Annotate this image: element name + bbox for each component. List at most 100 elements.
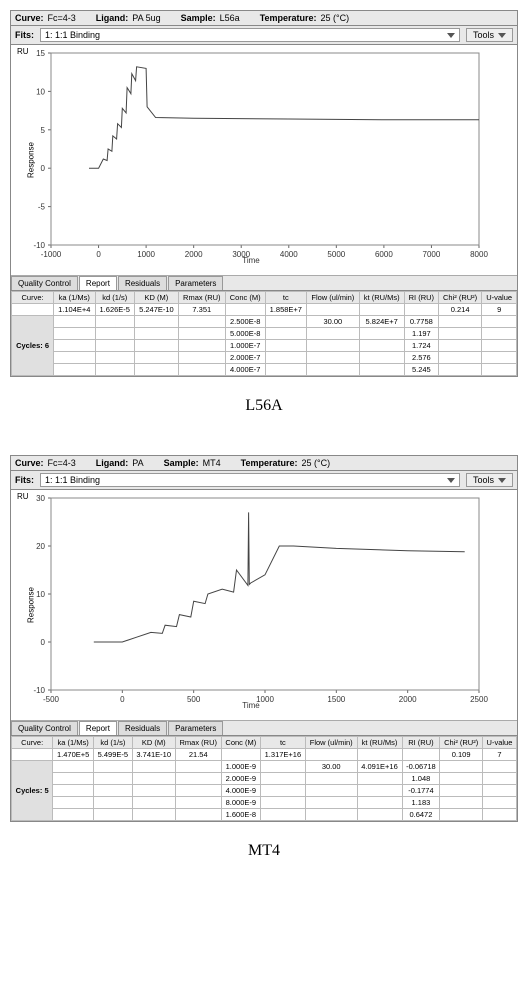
tab-parameters[interactable]: Parameters — [168, 276, 223, 290]
table-cell — [178, 328, 225, 340]
col-header: kt (RU/Ms) — [357, 737, 402, 749]
cycles-cell: Cycles: 5 — [12, 761, 53, 821]
svg-text:Time: Time — [242, 256, 260, 265]
svg-text:5: 5 — [41, 126, 46, 135]
ligand-value: PA — [132, 458, 143, 468]
table-cell — [54, 340, 95, 352]
col-header: U-value — [482, 737, 516, 749]
table-row: Cycles: 51.000E-930.004.091E+16-0.06718 — [12, 761, 517, 773]
table-cell: -0.06718 — [402, 761, 440, 773]
table-cell — [359, 364, 404, 376]
svg-text:2000: 2000 — [399, 695, 417, 704]
col-header: kt (RU/Ms) — [359, 292, 404, 304]
table-cell — [260, 785, 305, 797]
tools-button[interactable]: Tools — [466, 28, 513, 42]
report-table: Curve:ka (1/Ms)kd (1/s)KD (M)Rmax (RU)Co… — [11, 736, 517, 821]
svg-text:1000: 1000 — [137, 250, 155, 259]
svg-text:-10: -10 — [33, 686, 45, 695]
table-cell: 1.104E+4 — [54, 304, 95, 316]
tab-parameters[interactable]: Parameters — [168, 721, 223, 735]
col-header: RI (RU) — [402, 737, 440, 749]
temp-label: Temperature: — [260, 13, 317, 23]
table-cell — [482, 809, 516, 821]
table-cell — [178, 340, 225, 352]
table-row: 2.000E-72.576 — [12, 352, 517, 364]
table-cell — [482, 340, 517, 352]
svg-text:500: 500 — [187, 695, 201, 704]
table-cell — [93, 809, 132, 821]
ru-label: RU — [17, 492, 29, 501]
svg-text:-5: -5 — [38, 203, 46, 212]
table-cell — [132, 797, 175, 809]
tab-residuals[interactable]: Residuals — [118, 721, 167, 735]
temp-value: 25 (°C) — [321, 13, 350, 23]
chevron-down-icon — [447, 33, 455, 38]
tab-quality-control[interactable]: Quality Control — [11, 721, 78, 735]
table-cell — [305, 797, 357, 809]
svg-text:4000: 4000 — [280, 250, 298, 259]
table-cell: 30.00 — [307, 316, 360, 328]
table-cell — [53, 785, 94, 797]
sample-label: Sample: — [164, 458, 199, 468]
tab-residuals[interactable]: Residuals — [118, 276, 167, 290]
table-cell: 5.247E-10 — [134, 304, 178, 316]
table-cell: 5.000E-8 — [225, 328, 265, 340]
table-cell: 9 — [482, 304, 517, 316]
table-cell — [12, 749, 53, 761]
table-cell — [260, 797, 305, 809]
col-header: Rmax (RU) — [178, 292, 225, 304]
table-cell — [175, 761, 221, 773]
table-row: 1.104E+41.626E-55.247E-107.3511.858E+70.… — [12, 304, 517, 316]
fits-bar: Fits:1: 1:1 BindingTools — [11, 26, 517, 45]
table-cell — [175, 785, 221, 797]
table-cell: 1.317E+16 — [260, 749, 305, 761]
svg-text:15: 15 — [36, 49, 45, 58]
svg-text:6000: 6000 — [375, 250, 393, 259]
fits-dropdown[interactable]: 1: 1:1 Binding — [40, 28, 460, 42]
table-cell: 3.741E-10 — [132, 749, 175, 761]
table-cell — [482, 761, 516, 773]
table-cell — [402, 749, 440, 761]
col-header: Curve: — [12, 292, 54, 304]
table-cell — [53, 773, 94, 785]
tab-report[interactable]: Report — [79, 276, 117, 290]
tools-button[interactable]: Tools — [466, 473, 513, 487]
table-cell — [178, 364, 225, 376]
table-cell — [178, 316, 225, 328]
table-row: 4.000E-9-0.1774 — [12, 785, 517, 797]
table-cell: 1.724 — [404, 340, 438, 352]
table-cell: 2.500E-8 — [225, 316, 265, 328]
tools-label: Tools — [473, 30, 494, 40]
table-cell — [440, 761, 483, 773]
tab-quality-control[interactable]: Quality Control — [11, 276, 78, 290]
tab-report[interactable]: Report — [79, 721, 117, 735]
table-cell — [404, 304, 438, 316]
svg-text:8000: 8000 — [470, 250, 488, 259]
col-header: tc — [265, 292, 306, 304]
table-cell: 8.000E-9 — [221, 797, 260, 809]
table-cell — [225, 304, 265, 316]
table-cell — [54, 328, 95, 340]
table-cell — [305, 809, 357, 821]
table-cell: 30.00 — [305, 761, 357, 773]
table-cell — [440, 785, 483, 797]
svg-text:1500: 1500 — [327, 695, 345, 704]
table-cell — [359, 340, 404, 352]
col-header: kd (1/s) — [93, 737, 132, 749]
table-cell — [53, 797, 94, 809]
fits-dropdown[interactable]: 1: 1:1 Binding — [40, 473, 460, 487]
table-cell — [132, 809, 175, 821]
table-cell — [482, 316, 517, 328]
table-cell — [305, 785, 357, 797]
table-cell: 0.6472 — [402, 809, 440, 821]
table-cell — [305, 773, 357, 785]
col-header: Conc (M) — [225, 292, 265, 304]
table-cell: 1.183 — [402, 797, 440, 809]
table-cell — [175, 773, 221, 785]
table-cell — [95, 328, 134, 340]
table-row: 5.000E-81.197 — [12, 328, 517, 340]
table-cell — [132, 773, 175, 785]
table-cell: 0.214 — [438, 304, 481, 316]
svg-text:10: 10 — [36, 87, 45, 96]
svg-text:2500: 2500 — [470, 695, 488, 704]
